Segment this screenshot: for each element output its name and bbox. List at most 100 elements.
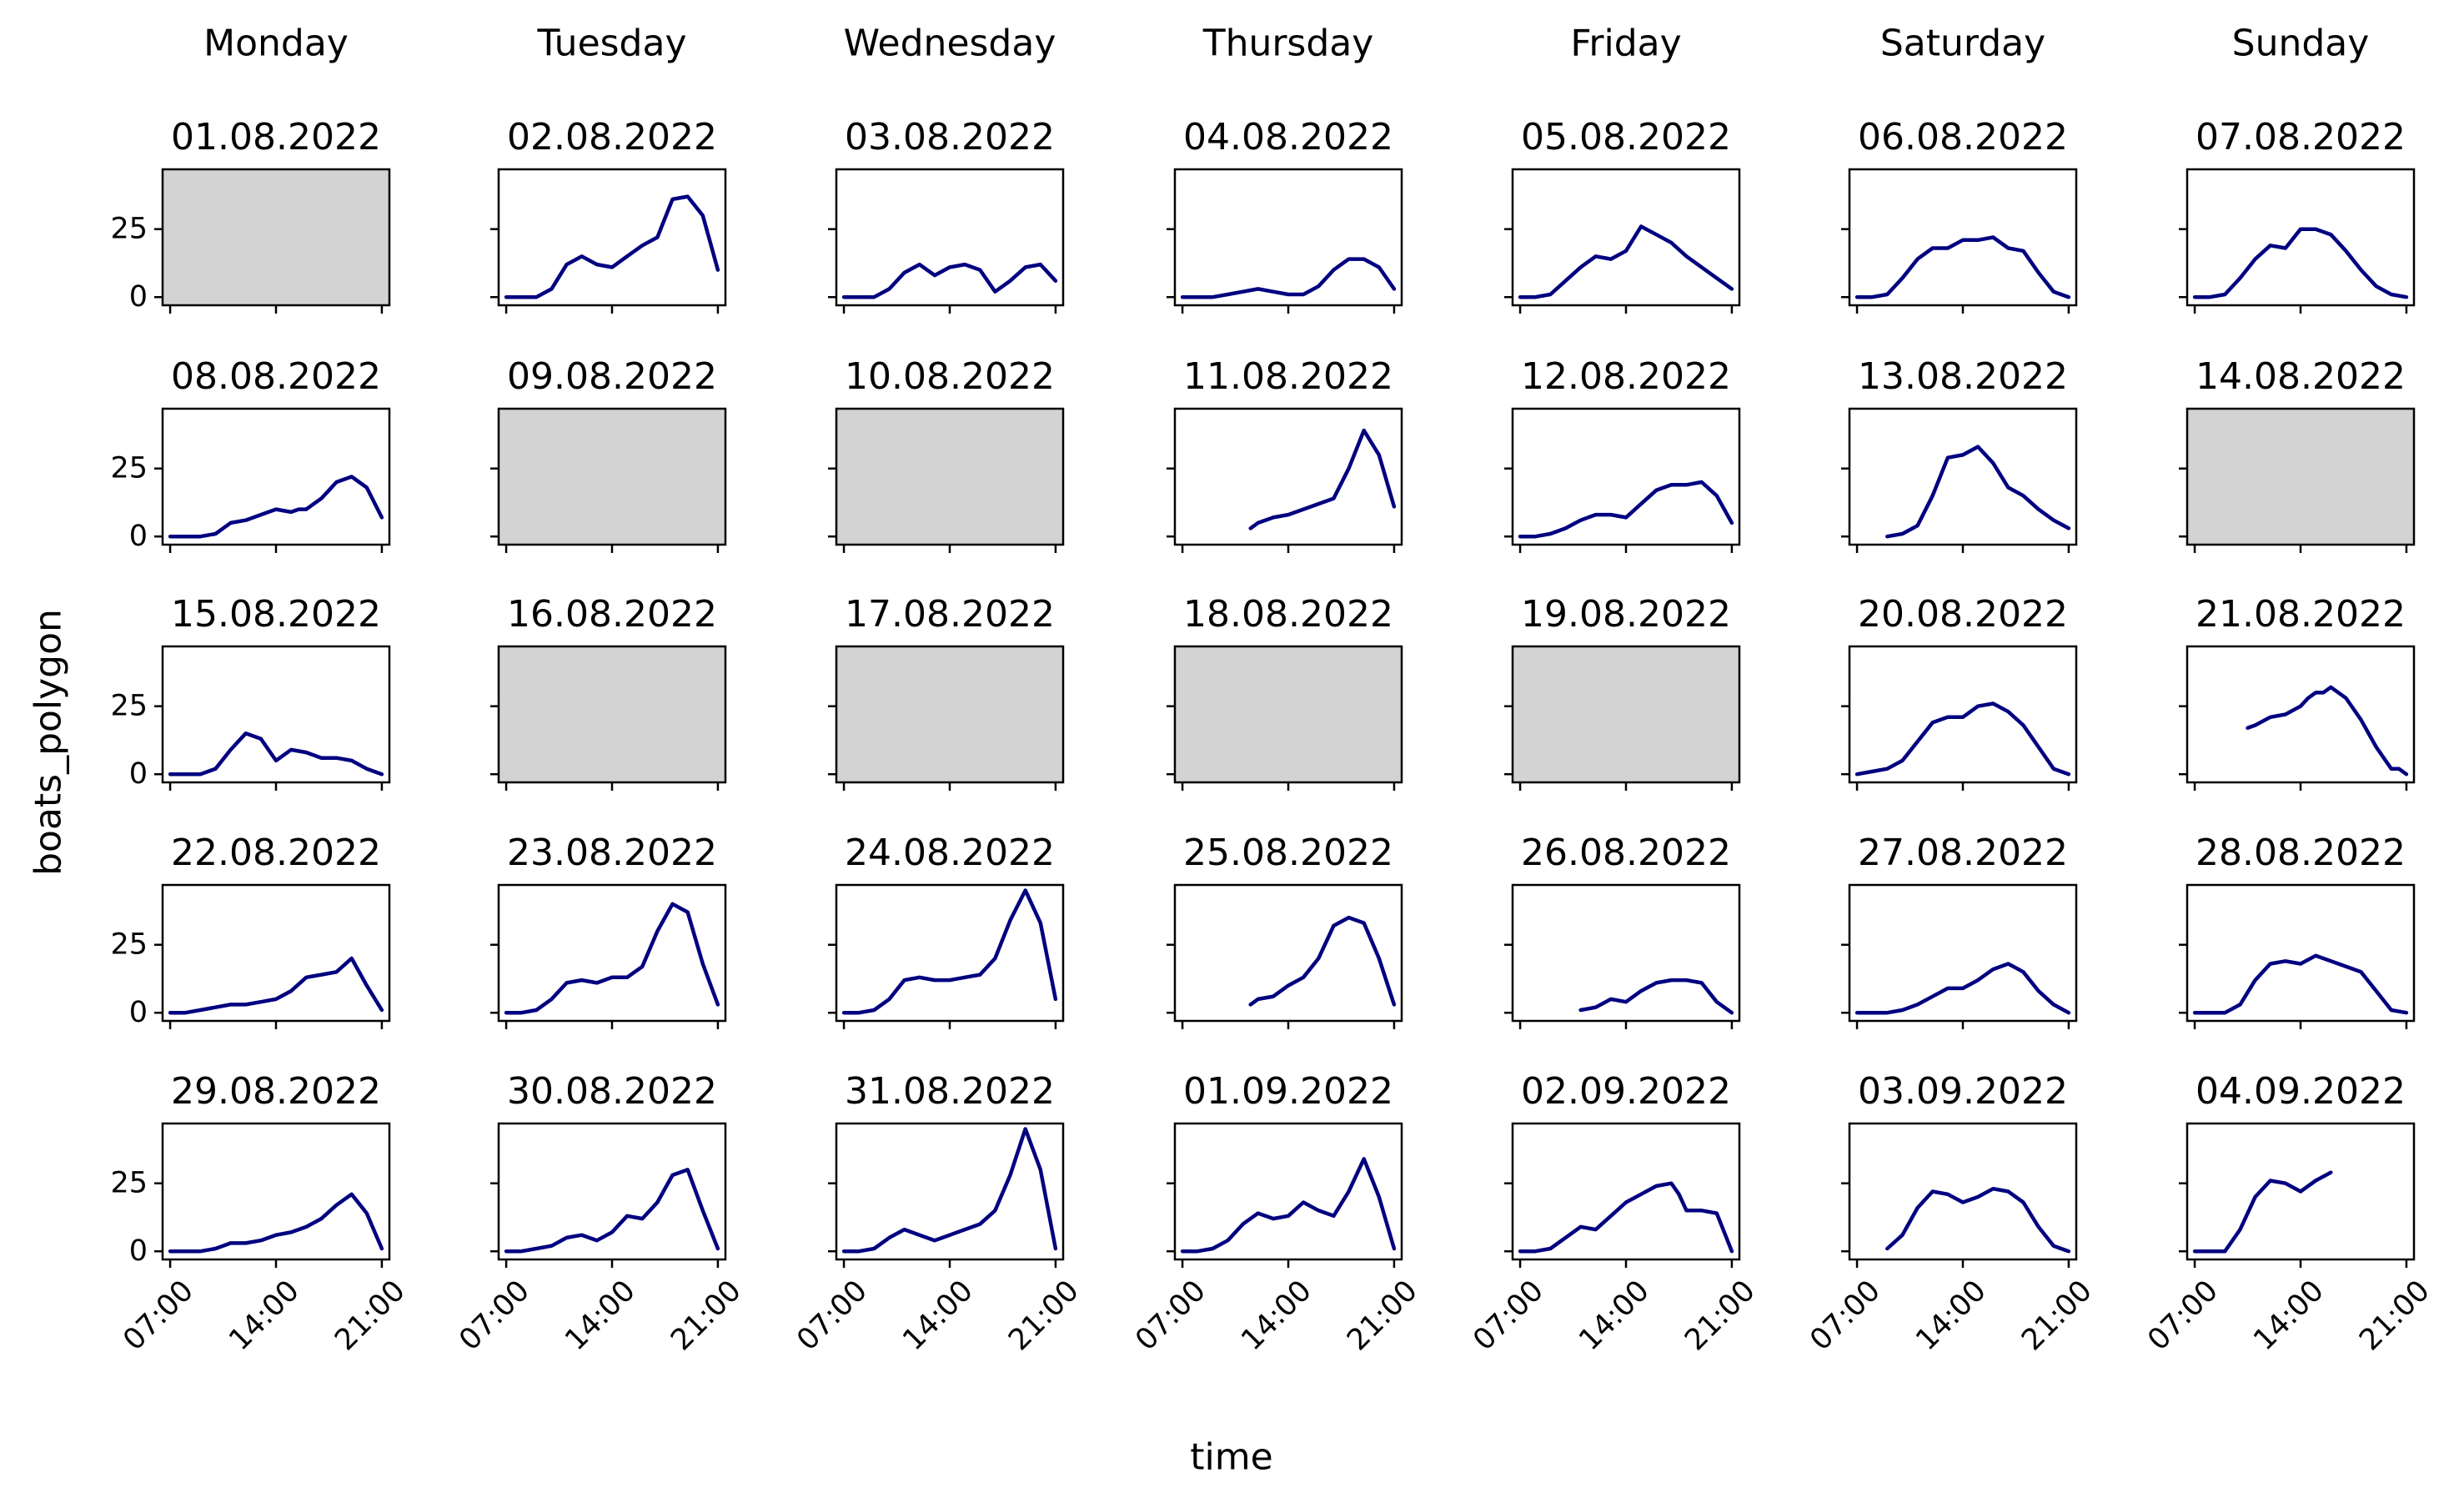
- panel-date-title: 14.08.2022: [2196, 355, 2406, 398]
- series-line: [168, 1192, 384, 1254]
- x-tick-label: 14:00: [896, 1274, 980, 1358]
- series-line: [1578, 978, 1734, 1015]
- panel-date-title: 07.08.2022: [2196, 116, 2406, 158]
- panel-date-title: 01.08.2022: [171, 116, 381, 158]
- panel-12.08.2022: 12.08.2022: [1504, 355, 1741, 553]
- panel-date-title: 26.08.2022: [1521, 832, 1731, 874]
- x-tick-label: 21:00: [329, 1274, 412, 1358]
- panel-date-title: 03.09.2022: [1858, 1070, 2068, 1113]
- panel-date-title: 02.09.2022: [1521, 1070, 1731, 1113]
- panel-22.08.2022: 22.08.2022 0 25: [110, 832, 391, 1029]
- weekday-header-monday: Monday: [203, 23, 349, 65]
- y-tick-label: 25: [110, 1167, 148, 1200]
- weekday-header-thursday: Thursday: [1202, 23, 1374, 65]
- y-tick-label: 0: [129, 280, 148, 314]
- panel-04.08.2022: 04.08.2022: [1167, 116, 1403, 314]
- panel-date-title: 09.08.2022: [507, 355, 717, 398]
- panel-plot-area: [497, 168, 727, 307]
- panel-date-title: 04.09.2022: [2196, 1070, 2406, 1113]
- y-axis-label: boats_polygon: [28, 609, 70, 876]
- empty-panel-area: [1511, 645, 1741, 784]
- panel-plot-area: [835, 168, 1065, 307]
- panel-plot-area: [2185, 883, 2416, 1023]
- y-tick-label: 25: [110, 928, 148, 962]
- series-line: [1180, 257, 1397, 299]
- panel-date-title: 25.08.2022: [1183, 832, 1393, 874]
- series-line: [2192, 953, 2409, 1015]
- panel-03.09.2022: 03.09.2022 07:00 14:00 21:00: [1804, 1070, 2098, 1357]
- panel-25.08.2022: 25.08.2022: [1167, 832, 1403, 1029]
- panel-05.08.2022: 05.08.2022: [1504, 116, 1741, 314]
- panel-plot-area: [1173, 1122, 1403, 1261]
- x-tick-label: 21:00: [665, 1274, 748, 1358]
- panel-date-title: 19.08.2022: [1521, 593, 1731, 636]
- panel-plot-area: [1848, 645, 2078, 784]
- panel-plot-area: [161, 1122, 391, 1261]
- weekday-header-saturday: Saturday: [1880, 23, 2045, 65]
- panel-plot-area: [1511, 883, 1741, 1023]
- panel-16.08.2022: 16.08.2022: [490, 593, 727, 791]
- panel-date-title: 18.08.2022: [1183, 593, 1393, 636]
- panel-date-title: 30.08.2022: [507, 1070, 717, 1113]
- panel-date-title: 29.08.2022: [171, 1070, 381, 1113]
- panel-31.08.2022: 31.08.2022 07:00 14:00 21:00: [790, 1070, 1085, 1357]
- panel-plot-area: [1848, 407, 2078, 546]
- panel-date-title: 04.08.2022: [1183, 116, 1393, 158]
- panel-date-title: 01.09.2022: [1183, 1070, 1393, 1113]
- series-line: [1180, 1157, 1397, 1254]
- panel-30.08.2022: 30.08.2022 07:00 14:00 21:00: [453, 1070, 747, 1357]
- panel-date-title: 21.08.2022: [2196, 593, 2406, 636]
- series-line: [504, 194, 720, 299]
- panel-plot-area: [1173, 883, 1403, 1023]
- x-tick-label: 07:00: [117, 1274, 200, 1358]
- series-line: [1518, 1181, 1734, 1254]
- panel-date-title: 03.08.2022: [845, 116, 1055, 158]
- panel-date-title: 12.08.2022: [1521, 355, 1731, 398]
- series-line: [1854, 235, 2071, 299]
- panel-08.08.2022: 08.08.2022 0 25: [110, 355, 391, 553]
- x-tick-label: 21:00: [1679, 1274, 1762, 1358]
- panel-date-title: 02.08.2022: [507, 116, 717, 158]
- panel-06.08.2022: 06.08.2022: [1841, 116, 2078, 314]
- panel-15.08.2022: 15.08.2022 0 25: [110, 593, 391, 791]
- y-tick-label: 0: [129, 1234, 148, 1268]
- series-line: [1518, 224, 1734, 299]
- x-tick-label: 14:00: [223, 1274, 306, 1358]
- series-line: [1248, 428, 1397, 530]
- series-line: [504, 902, 720, 1015]
- x-tick-label: 21:00: [2015, 1274, 2099, 1358]
- panel-date-title: 15.08.2022: [171, 593, 381, 636]
- x-tick-label: 07:00: [2141, 1274, 2225, 1358]
- panel-plot-area: [1173, 407, 1403, 546]
- panel-date-title: 28.08.2022: [2196, 832, 2406, 874]
- panel-04.09.2022: 04.09.2022 07:00 14:00 21:00: [2141, 1070, 2436, 1357]
- panel-24.08.2022: 24.08.2022: [828, 832, 1065, 1029]
- weekday-header-friday: Friday: [1570, 23, 1681, 65]
- panel-21.08.2022: 21.08.2022: [2179, 593, 2416, 791]
- series-line: [1854, 962, 2071, 1015]
- panel-date-title: 06.08.2022: [1858, 116, 2068, 158]
- x-axis-label: time: [1190, 1436, 1272, 1479]
- panel-date-title: 10.08.2022: [845, 355, 1055, 398]
- panel-plot-area: [1848, 168, 2078, 307]
- series-line: [1248, 915, 1397, 1007]
- panel-plot-area: [835, 883, 1065, 1023]
- series-line: [841, 1127, 1058, 1254]
- y-tick-label: 0: [129, 996, 148, 1029]
- series-line: [2246, 685, 2409, 777]
- panel-date-title: 31.08.2022: [845, 1070, 1055, 1113]
- series-line: [1885, 1186, 2071, 1254]
- panel-plot-area: [497, 883, 727, 1023]
- panel-plot-area: [497, 1122, 727, 1261]
- series-line: [2192, 227, 2409, 299]
- x-tick-label: 14:00: [2247, 1274, 2331, 1358]
- empty-panel-area: [497, 407, 727, 546]
- empty-panel-area: [1173, 645, 1403, 784]
- series-line: [504, 1168, 720, 1254]
- panel-plot-area: [161, 407, 391, 546]
- series-line: [168, 475, 384, 539]
- panel-date-title: 22.08.2022: [171, 832, 381, 874]
- panel-29.08.2022: 29.08.2022 0 25 07:00 14:00 21:00: [110, 1070, 411, 1357]
- y-tick-label: 25: [110, 213, 148, 246]
